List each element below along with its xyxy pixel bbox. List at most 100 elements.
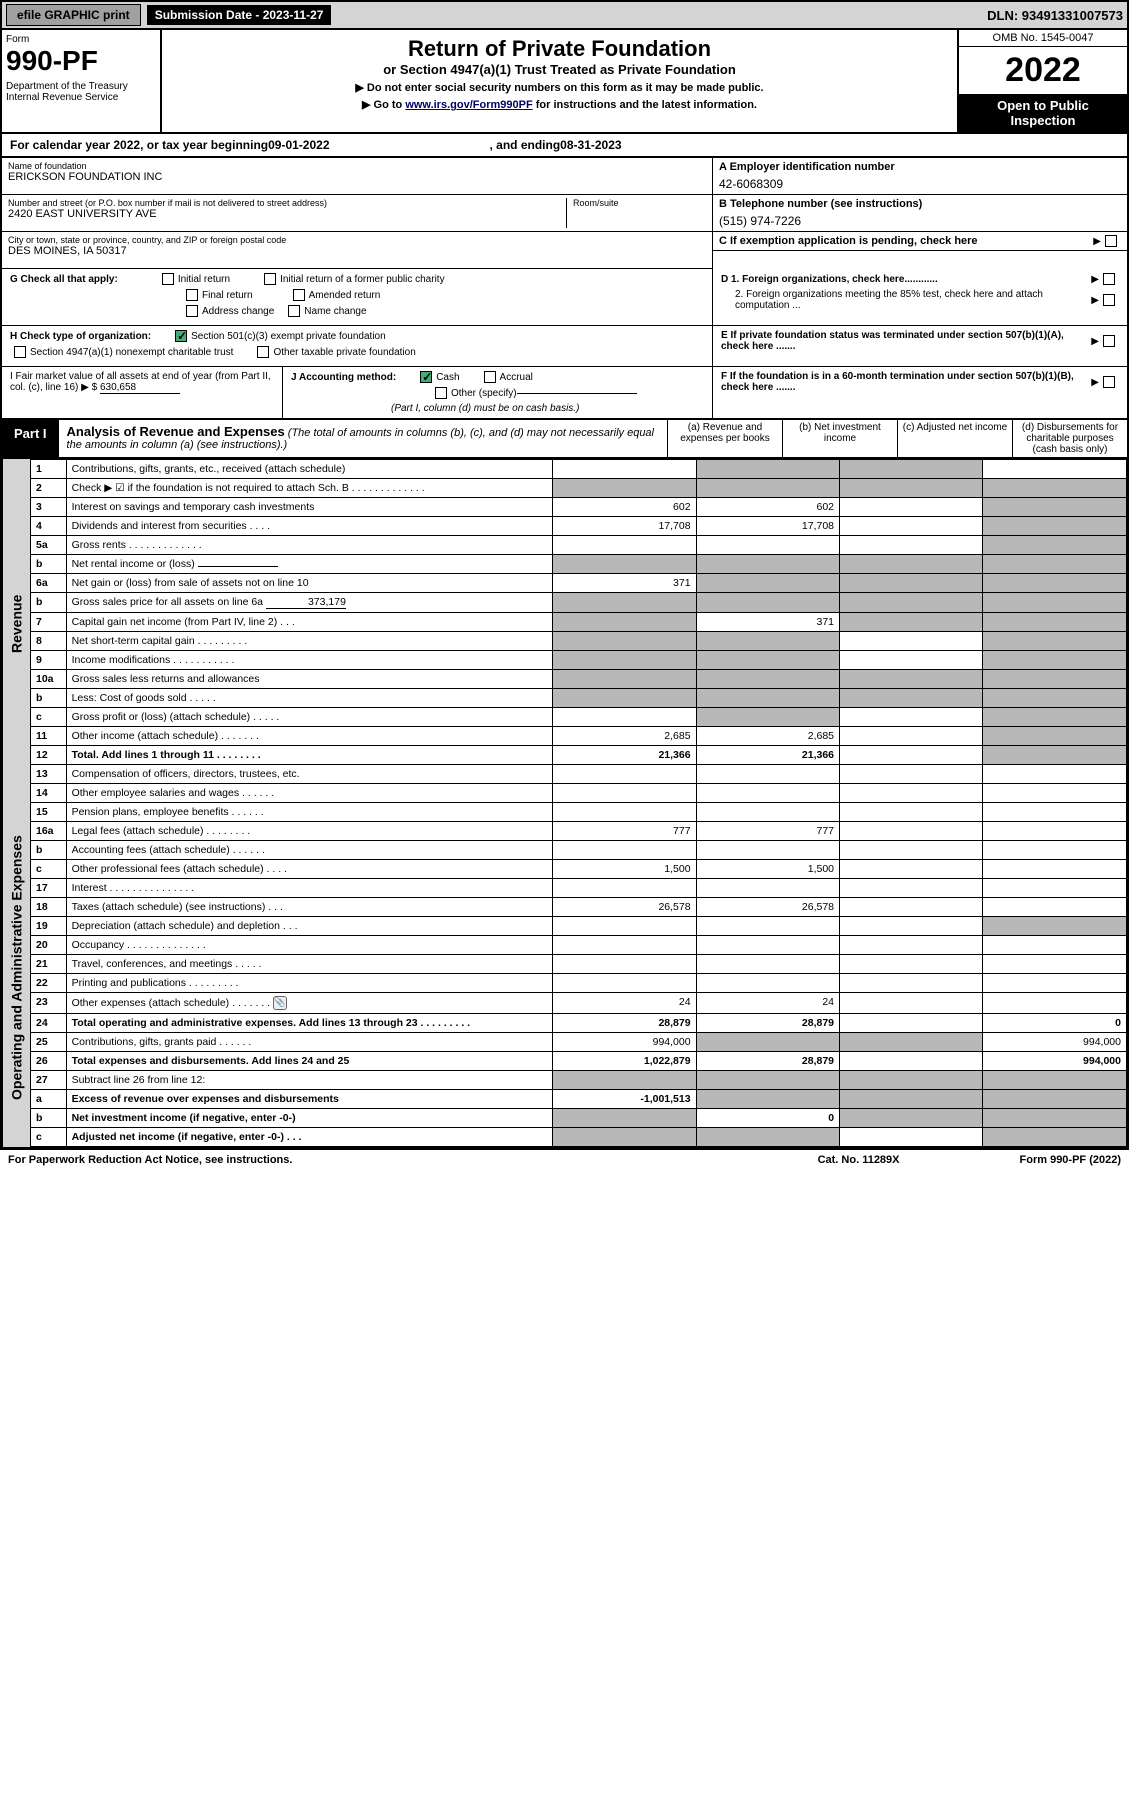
exemption-label: C If exemption application is pending, c…	[719, 235, 1093, 247]
501c3-label: Section 501(c)(3) exempt private foundat…	[191, 331, 386, 342]
accrual-label: Accrual	[500, 372, 533, 383]
table-row: cGross profit or (loss) (attach schedule…	[31, 708, 1127, 727]
form-title: Return of Private Foundation	[168, 36, 951, 62]
calyear-mid: , and ending	[490, 138, 561, 152]
initial-public-checkbox[interactable]	[264, 273, 276, 285]
other-method-checkbox[interactable]	[435, 387, 447, 399]
name-change-checkbox[interactable]	[288, 305, 300, 317]
department-text: Department of the Treasury Internal Reve…	[6, 81, 156, 103]
other-method-label: Other (specify)	[451, 388, 517, 399]
table-row: 16aLegal fees (attach schedule) . . . . …	[31, 822, 1127, 841]
calyear-begin: 09-01-2022	[268, 138, 329, 152]
table-row: 10aGross sales less returns and allowanc…	[31, 670, 1127, 689]
table-row: 15Pension plans, employee benefits . . .…	[31, 803, 1127, 822]
form-note2-pre: ▶ Go to	[362, 99, 405, 111]
ein-label: A Employer identification number	[719, 161, 1121, 173]
final-return-label: Final return	[202, 290, 253, 301]
table-row: 14Other employee salaries and wages . . …	[31, 784, 1127, 803]
table-row: bNet rental income or (loss)	[31, 555, 1127, 574]
j-note: (Part I, column (d) must be on cash basi…	[291, 403, 704, 414]
d2-label: 2. Foreign organizations meeting the 85%…	[721, 289, 1091, 311]
irs-link[interactable]: www.irs.gov/Form990PF	[405, 99, 532, 111]
other-taxable-checkbox[interactable]	[257, 346, 269, 358]
table-row: 9Income modifications . . . . . . . . . …	[31, 651, 1127, 670]
accrual-checkbox[interactable]	[484, 371, 496, 383]
table-row: 13Compensation of officers, directors, t…	[31, 765, 1127, 784]
form-note2-post: for instructions and the latest informat…	[536, 99, 757, 111]
e-checkbox[interactable]	[1103, 335, 1115, 347]
phone-value: (515) 974-7226	[719, 214, 1121, 228]
city-label: City or town, state or province, country…	[8, 235, 706, 245]
table-row: bGross sales price for all assets on lin…	[31, 593, 1127, 613]
foundation-name: ERICKSON FOUNDATION INC	[8, 171, 706, 183]
form-note1: ▶ Do not enter social security numbers o…	[168, 81, 951, 94]
efile-print-button[interactable]: efile GRAPHIC print	[6, 4, 141, 26]
4947-checkbox[interactable]	[14, 346, 26, 358]
arrow-icon: ▶	[1091, 336, 1099, 347]
table-row: 27Subtract line 26 from line 12:	[31, 1071, 1127, 1090]
cash-checkbox[interactable]	[420, 371, 432, 383]
d1-checkbox[interactable]	[1103, 273, 1115, 285]
footer-center: Cat. No. 11289X	[818, 1154, 900, 1166]
table-row: 12Total. Add lines 1 through 11 . . . . …	[31, 746, 1127, 765]
table-row: 18Taxes (attach schedule) (see instructi…	[31, 898, 1127, 917]
omb-number: OMB No. 1545-0047	[959, 30, 1127, 47]
form-label: Form	[6, 34, 156, 45]
calyear-end: 08-31-2023	[560, 138, 621, 152]
initial-return-label: Initial return	[178, 274, 230, 285]
e-label: E If private foundation status was termi…	[721, 330, 1091, 352]
col-a-header: (a) Revenue and expenses per books	[667, 420, 782, 457]
501c3-checkbox[interactable]	[175, 330, 187, 342]
amended-checkbox[interactable]	[293, 289, 305, 301]
part-badge: Part I	[2, 420, 59, 457]
expenses-vlabel: Operating and Administrative Expenses	[2, 789, 30, 1147]
initial-return-checkbox[interactable]	[162, 273, 174, 285]
table-row: 11Other income (attach schedule) . . . .…	[31, 727, 1127, 746]
table-row: bAccounting fees (attach schedule) . . .…	[31, 841, 1127, 860]
table-row: bNet investment income (if negative, ent…	[31, 1109, 1127, 1128]
d2-checkbox[interactable]	[1103, 294, 1115, 306]
amended-label: Amended return	[309, 290, 381, 301]
other-taxable-label: Other taxable private foundation	[273, 347, 415, 358]
ein-value: 42-6068309	[719, 177, 1121, 191]
attachment-icon[interactable]: 📎	[273, 996, 287, 1010]
f-checkbox[interactable]	[1103, 376, 1115, 388]
table-row: 7Capital gain net income (from Part IV, …	[31, 613, 1127, 632]
part-title: Analysis of Revenue and Expenses	[67, 424, 285, 439]
table-row: 4Dividends and interest from securities …	[31, 517, 1127, 536]
table-row: 17Interest . . . . . . . . . . . . . . .	[31, 879, 1127, 898]
f-label: F If the foundation is in a 60-month ter…	[721, 371, 1091, 393]
tax-year: 2022	[959, 47, 1127, 94]
cash-label: Cash	[436, 372, 459, 383]
table-row: 24Total operating and administrative exp…	[31, 1014, 1127, 1033]
table-row: 6aNet gain or (loss) from sale of assets…	[31, 574, 1127, 593]
phone-label: B Telephone number (see instructions)	[719, 198, 1121, 210]
addr-label: Number and street (or P.O. box number if…	[8, 198, 566, 208]
footer-left: For Paperwork Reduction Act Notice, see …	[8, 1154, 292, 1166]
i-value: 630,658	[100, 382, 180, 394]
table-row: aExcess of revenue over expenses and dis…	[31, 1090, 1127, 1109]
table-row: 20Occupancy . . . . . . . . . . . . . .	[31, 936, 1127, 955]
address-change-checkbox[interactable]	[186, 305, 198, 317]
table-row: bLess: Cost of goods sold . . . . .	[31, 689, 1127, 708]
address-change-label: Address change	[202, 306, 274, 317]
initial-public-label: Initial return of a former public charit…	[280, 274, 445, 285]
inspection-badge: Open to Public Inspection	[959, 94, 1127, 132]
submission-date-label: Submission Date - 2023-11-27	[147, 5, 332, 25]
table-row: 8Net short-term capital gain . . . . . .…	[31, 632, 1127, 651]
dln-value: DLN: 93491331007573	[987, 8, 1123, 23]
exemption-checkbox[interactable]	[1105, 235, 1117, 247]
foundation-address: 2420 EAST UNIVERSITY AVE	[8, 208, 566, 220]
name-label: Name of foundation	[8, 161, 706, 171]
arrow-icon: ▶	[1093, 236, 1101, 247]
room-label: Room/suite	[573, 198, 706, 208]
form-number: 990-PF	[6, 45, 156, 77]
part1-table: 1Contributions, gifts, grants, etc., rec…	[30, 459, 1127, 1147]
table-row: 19Depreciation (attach schedule) and dep…	[31, 917, 1127, 936]
arrow-icon: ▶	[1091, 295, 1099, 306]
col-b-header: (b) Net investment income	[782, 420, 897, 457]
table-row: 26Total expenses and disbursements. Add …	[31, 1052, 1127, 1071]
final-return-checkbox[interactable]	[186, 289, 198, 301]
table-row: 3Interest on savings and temporary cash …	[31, 498, 1127, 517]
g-label: G Check all that apply:	[10, 274, 118, 285]
